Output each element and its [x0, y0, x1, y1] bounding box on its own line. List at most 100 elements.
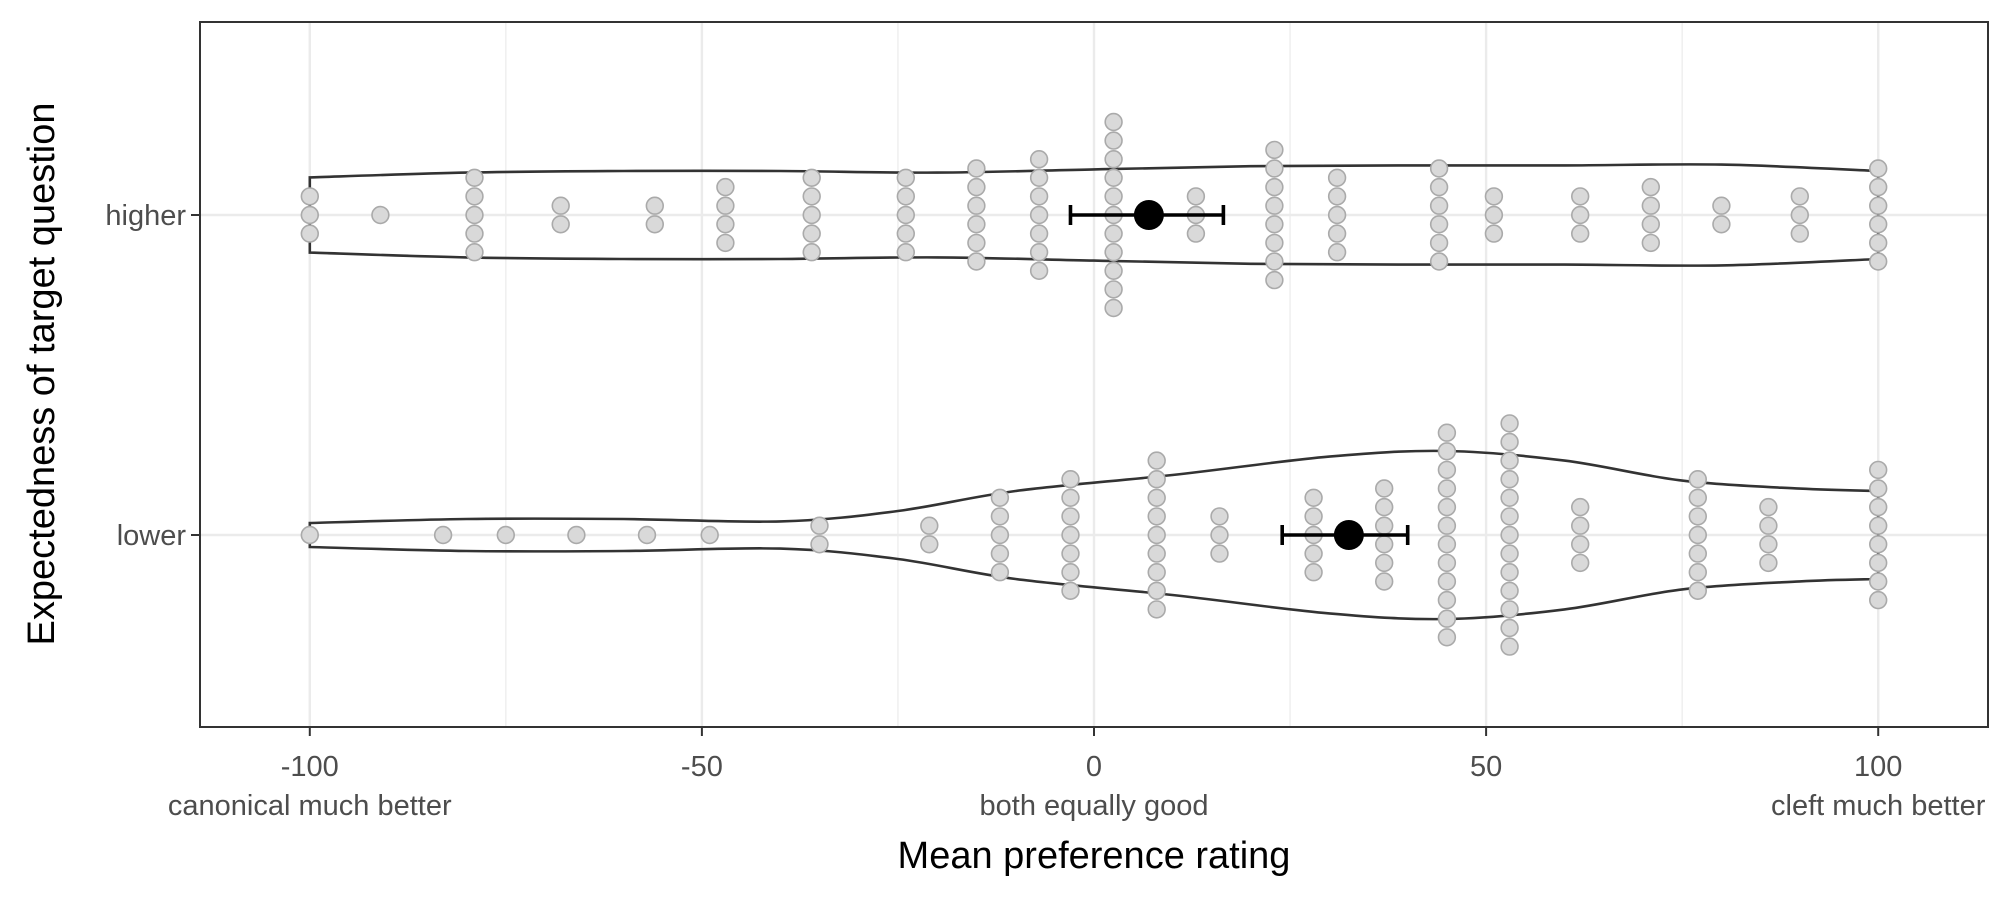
- data-dot-lower: [1688, 562, 1708, 582]
- data-dot-lower: [1437, 590, 1457, 610]
- data-dot-lower: [1437, 535, 1457, 554]
- data-dot-lower: [1061, 562, 1080, 582]
- data-dot-lower: [990, 562, 1010, 582]
- data-dot-higher: [1327, 224, 1347, 243]
- x-tick-sublabel: cleft much better: [1771, 790, 1986, 822]
- x-tick-label: 50: [1470, 751, 1502, 783]
- data-dot-higher: [1029, 261, 1049, 280]
- data-dot-lower: [496, 525, 515, 545]
- data-dot-higher: [1484, 187, 1504, 206]
- data-dot-lower: [1868, 590, 1888, 610]
- data-dot-higher: [1868, 252, 1888, 271]
- data-dot-lower: [1500, 618, 1519, 638]
- data-dot-higher: [1186, 187, 1206, 206]
- data-dot-lower: [920, 535, 939, 554]
- data-dot-higher: [1641, 177, 1661, 197]
- data-dot-lower: [1437, 460, 1457, 480]
- means-with-error-bars: [1068, 200, 1410, 550]
- data-dots: [300, 112, 1888, 656]
- data-dot-lower: [1147, 525, 1166, 545]
- data-dot-higher: [716, 196, 735, 215]
- x-tick-sublabel: canonical much better: [168, 790, 452, 822]
- data-dot-higher: [465, 243, 484, 262]
- data-dot-higher: [1029, 187, 1049, 206]
- data-dot-lower: [1570, 497, 1590, 517]
- data-dot-lower: [1147, 600, 1166, 619]
- data-dot-lower: [1688, 488, 1708, 507]
- data-dot-higher: [1327, 205, 1347, 225]
- data-dot-lower: [1437, 609, 1457, 628]
- data-dot-lower: [1210, 525, 1229, 545]
- data-dot-higher: [1570, 205, 1590, 225]
- data-dot-higher: [645, 215, 664, 234]
- data-dot-lower: [810, 516, 829, 535]
- data-dot-lower: [300, 525, 319, 545]
- data-dot-lower: [1570, 535, 1590, 554]
- data-dot-higher: [1570, 187, 1590, 206]
- data-dot-lower: [1570, 553, 1590, 573]
- data-dot-higher: [1790, 187, 1810, 206]
- data-dot-higher: [1029, 205, 1049, 225]
- data-dot-higher: [1104, 168, 1123, 188]
- data-dot-higher: [1429, 233, 1449, 253]
- data-dot-lower: [1570, 516, 1590, 535]
- data-dot-lower: [1147, 562, 1166, 582]
- data-dot-higher: [967, 177, 986, 197]
- data-dot-higher: [1429, 252, 1449, 271]
- data-dot-lower: [1688, 525, 1708, 545]
- data-dot-higher: [1265, 270, 1284, 290]
- data-dot-higher: [1641, 215, 1661, 234]
- data-dot-lower: [1500, 470, 1519, 489]
- data-dot-lower: [1437, 442, 1457, 461]
- data-dot-lower: [1500, 562, 1519, 582]
- data-dot-higher: [802, 243, 821, 262]
- data-dot-lower: [1688, 581, 1708, 600]
- data-dot-higher: [1104, 261, 1123, 280]
- y-tick-label: lower: [117, 520, 187, 552]
- data-dot-higher: [716, 233, 735, 253]
- data-dot-lower: [1500, 600, 1519, 619]
- data-dot-lower: [1210, 544, 1229, 563]
- data-dot-lower: [1500, 581, 1519, 600]
- data-dot-lower: [1374, 479, 1394, 498]
- data-dot-lower: [1147, 544, 1166, 563]
- data-dot-higher: [802, 168, 821, 188]
- data-dot-higher: [896, 168, 915, 188]
- data-dot-lower: [1688, 544, 1708, 563]
- data-dot-lower: [1374, 516, 1394, 535]
- data-dot-lower: [1061, 470, 1080, 489]
- data-dot-higher: [371, 205, 390, 225]
- data-dot-lower: [1437, 516, 1457, 535]
- data-dot-lower: [1061, 525, 1080, 545]
- data-dot-higher: [967, 252, 986, 271]
- data-dot-lower: [1437, 572, 1457, 591]
- data-dot-lower: [1304, 562, 1323, 582]
- data-dot-higher: [551, 215, 570, 234]
- data-dot-lower: [1868, 516, 1888, 535]
- data-dot-higher: [1265, 233, 1284, 253]
- data-dot-lower: [700, 525, 719, 545]
- data-dot-higher: [802, 205, 821, 225]
- mean-point-lower: [1333, 520, 1364, 550]
- data-dot-higher: [1790, 205, 1810, 225]
- data-dot-higher: [1868, 159, 1888, 178]
- x-tick-label: 0: [1086, 751, 1102, 783]
- data-dot-lower: [1868, 572, 1888, 591]
- data-dot-lower: [1061, 488, 1080, 507]
- data-dot-lower: [1147, 488, 1166, 507]
- data-dot-lower: [1061, 544, 1080, 563]
- data-dot-lower: [1500, 507, 1519, 526]
- data-dot-higher: [1641, 196, 1661, 215]
- data-dot-lower: [1374, 535, 1394, 554]
- data-dot-higher: [1265, 196, 1284, 215]
- data-dot-higher: [1029, 168, 1049, 188]
- grid-lines: [200, 22, 1988, 727]
- data-dot-lower: [1759, 535, 1778, 554]
- data-dot-lower: [1500, 544, 1519, 563]
- data-dot-higher: [1868, 233, 1888, 253]
- data-dot-higher: [1029, 224, 1049, 243]
- data-dot-higher: [1868, 215, 1888, 234]
- data-dot-higher: [1186, 224, 1206, 243]
- data-dot-lower: [1500, 451, 1519, 470]
- axes: -100 canonical much better -50 0 both equall…: [105, 200, 1985, 822]
